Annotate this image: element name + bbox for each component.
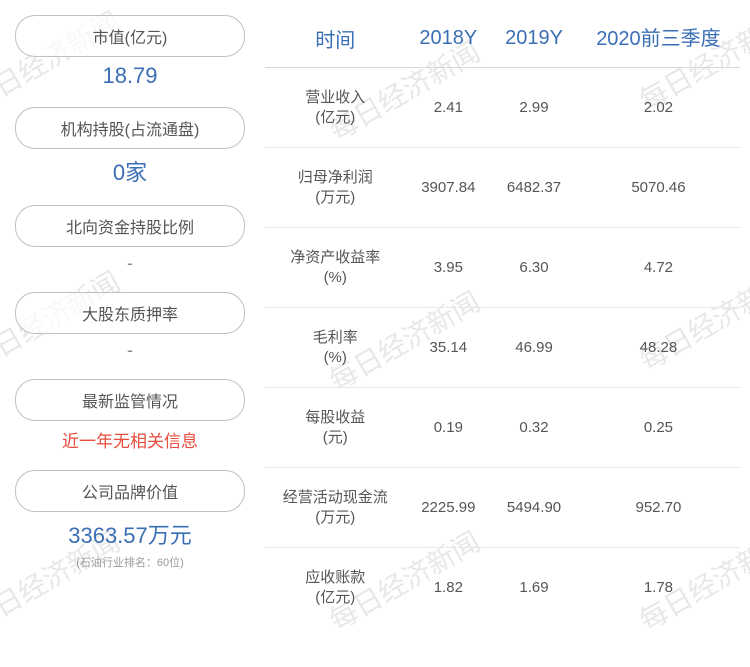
metric-cell: 应收账款(亿元)	[265, 548, 405, 628]
value-cell: 6.30	[491, 228, 577, 308]
card-northbound-value: -	[15, 253, 245, 274]
metric-cell: 净资产收益率(%)	[265, 228, 405, 308]
col-header-2019: 2019Y	[491, 10, 577, 68]
value-cell: 1.69	[491, 548, 577, 628]
card-brand-value: 3363.57万元	[15, 518, 245, 550]
card-northbound-label: 北向资金持股比例	[15, 205, 245, 247]
value-cell: 2.02	[577, 68, 740, 148]
card-market-cap-value: 18.79	[15, 63, 245, 89]
table-row: 每股收益(元)0.190.320.25	[265, 388, 740, 468]
metric-cell: 毛利率(%)	[265, 308, 405, 388]
table-body: 营业收入(亿元)2.412.992.02归母净利润(万元)3907.846482…	[265, 68, 740, 628]
left-column: 市值(亿元) 18.79 机构持股(占流通盘) 0家 北向资金持股比例 - 大股…	[10, 10, 260, 627]
value-cell: 0.19	[405, 388, 491, 468]
value-cell: 35.14	[405, 308, 491, 388]
table-header-row: 时间 2018Y 2019Y 2020前三季度	[265, 10, 740, 68]
col-header-2018: 2018Y	[405, 10, 491, 68]
value-cell: 2225.99	[405, 468, 491, 548]
value-cell: 952.70	[577, 468, 740, 548]
card-regulation-label: 最新监管情况	[15, 379, 245, 421]
table-row: 应收账款(亿元)1.821.691.78	[265, 548, 740, 628]
card-brand-label: 公司品牌价值	[15, 470, 245, 512]
card-brand-sub: (石油行业排名：60位)	[15, 554, 245, 570]
value-cell: 0.25	[577, 388, 740, 468]
card-pledge-value: -	[15, 340, 245, 361]
table-row: 营业收入(亿元)2.412.992.02	[265, 68, 740, 148]
metric-cell: 营业收入(亿元)	[265, 68, 405, 148]
value-cell: 1.78	[577, 548, 740, 628]
metric-cell: 归母净利润(万元)	[265, 148, 405, 228]
value-cell: 0.32	[491, 388, 577, 468]
value-cell: 3.95	[405, 228, 491, 308]
card-pledge-label: 大股东质押率	[15, 292, 245, 334]
value-cell: 5494.90	[491, 468, 577, 548]
value-cell: 3907.84	[405, 148, 491, 228]
table-row: 净资产收益率(%)3.956.304.72	[265, 228, 740, 308]
metric-cell: 每股收益(元)	[265, 388, 405, 468]
col-header-2020q3: 2020前三季度	[577, 10, 740, 68]
financial-table: 时间 2018Y 2019Y 2020前三季度 营业收入(亿元)2.412.99…	[265, 10, 740, 627]
col-header-time: 时间	[265, 10, 405, 68]
value-cell: 2.41	[405, 68, 491, 148]
value-cell: 5070.46	[577, 148, 740, 228]
card-regulation-value: 近一年无相关信息	[15, 427, 245, 452]
metric-cell: 经营活动现金流(万元)	[265, 468, 405, 548]
value-cell: 2.99	[491, 68, 577, 148]
table-row: 归母净利润(万元)3907.846482.375070.46	[265, 148, 740, 228]
value-cell: 46.99	[491, 308, 577, 388]
value-cell: 1.82	[405, 548, 491, 628]
card-inst-hold-label: 机构持股(占流通盘)	[15, 107, 245, 149]
table-row: 毛利率(%)35.1446.9948.28	[265, 308, 740, 388]
card-inst-hold-value: 0家	[15, 155, 245, 187]
card-market-cap-label: 市值(亿元)	[15, 15, 245, 57]
right-column: 时间 2018Y 2019Y 2020前三季度 营业收入(亿元)2.412.99…	[260, 10, 740, 627]
main-container: 市值(亿元) 18.79 机构持股(占流通盘) 0家 北向资金持股比例 - 大股…	[0, 0, 750, 637]
value-cell: 4.72	[577, 228, 740, 308]
value-cell: 6482.37	[491, 148, 577, 228]
value-cell: 48.28	[577, 308, 740, 388]
table-row: 经营活动现金流(万元)2225.995494.90952.70	[265, 468, 740, 548]
